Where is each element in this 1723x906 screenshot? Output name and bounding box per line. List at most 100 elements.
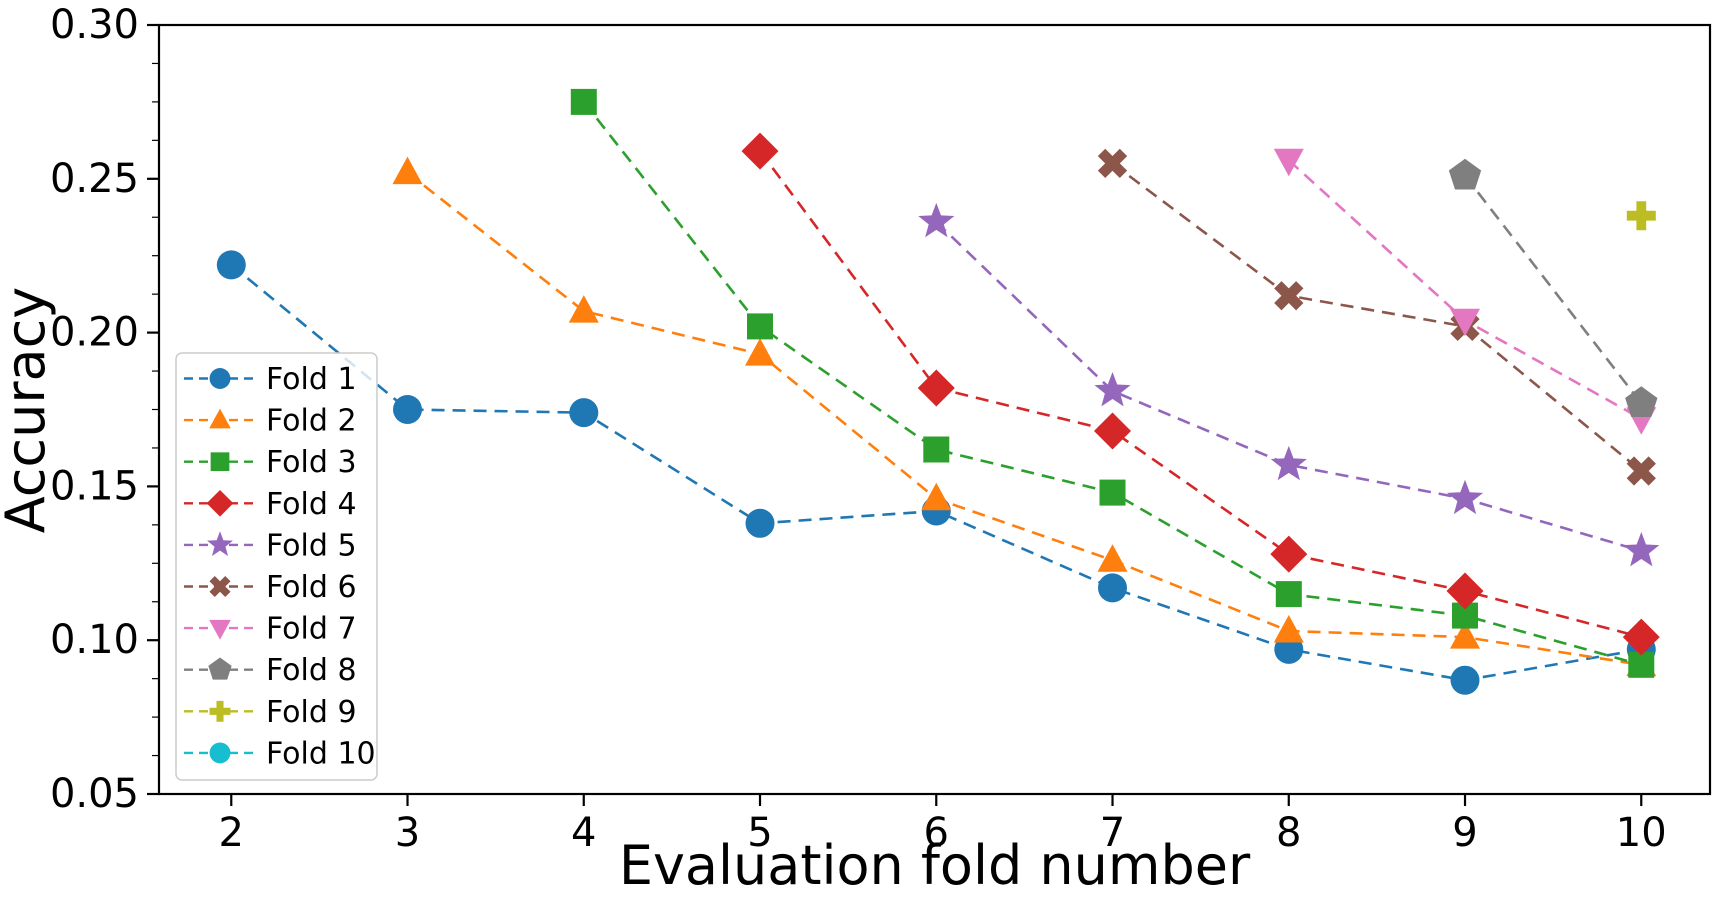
data-point-marker xyxy=(921,482,952,511)
y-tick-label: 0.15 xyxy=(50,463,139,509)
data-point-marker xyxy=(1097,544,1128,572)
legend-item-label: Fold 6 xyxy=(266,570,357,605)
data-point-marker xyxy=(1628,651,1655,678)
data-point-marker xyxy=(923,436,950,463)
data-point-marker xyxy=(1622,618,1660,656)
y-tick-label: 0.10 xyxy=(50,617,139,663)
legend-item: Fold 9 xyxy=(184,695,357,730)
x-tick-label: 10 xyxy=(1616,810,1667,856)
legend-item-label: Fold 5 xyxy=(266,528,357,563)
legend-item: Fold 7 xyxy=(184,612,357,647)
x-tick-label: 5 xyxy=(747,810,772,856)
legend-item-label: Fold 9 xyxy=(266,695,357,730)
series-line xyxy=(935,220,1642,553)
legend-item: Fold 3 xyxy=(184,445,357,480)
data-point-marker xyxy=(392,156,423,185)
data-point-marker xyxy=(1274,281,1304,311)
x-tick-label: 3 xyxy=(395,810,420,856)
legend-item-label: Fold 8 xyxy=(266,653,357,688)
data-point-marker xyxy=(745,338,775,366)
data-point-marker xyxy=(569,398,599,428)
data-point-marker xyxy=(1099,479,1126,506)
legend-item-label: Fold 3 xyxy=(266,445,357,480)
plot-series xyxy=(216,88,1660,695)
data-point-marker xyxy=(1275,581,1302,608)
series-line xyxy=(406,171,1642,667)
legend-item: Fold 4 xyxy=(184,487,357,522)
data-point-marker xyxy=(917,369,955,407)
data-point-marker xyxy=(1273,615,1304,643)
data-point-marker xyxy=(393,395,422,424)
data-point-marker xyxy=(1626,201,1656,231)
x-axis-label: Evaluation fold number xyxy=(619,834,1251,897)
legend-item-label: Fold 4 xyxy=(266,487,357,522)
legend-item: Fold 10 xyxy=(184,736,376,771)
legend-item: Fold 8 xyxy=(184,653,357,688)
x-tick-label: 4 xyxy=(571,810,596,856)
data-point-marker xyxy=(1270,535,1308,573)
legend-marker-pentagon xyxy=(208,657,232,680)
legend-item-label: Fold 2 xyxy=(266,404,357,439)
data-point-marker xyxy=(745,508,775,538)
series-fold-3 xyxy=(570,88,1655,678)
data-point-marker xyxy=(1450,621,1480,649)
data-point-marker xyxy=(568,295,599,323)
data-point-marker xyxy=(1273,148,1304,177)
data-point-marker xyxy=(1098,573,1127,603)
legend-marker-plus_filled xyxy=(209,700,231,722)
series-line xyxy=(1287,159,1642,420)
series-fold-7 xyxy=(1273,148,1657,435)
data-point-marker xyxy=(1450,308,1480,337)
axis-ticks: 2 3 4 5 6 7 8 9 10 0.05 0.10 0.15 0.20 0.25 0.30 xyxy=(50,2,1667,856)
data-point-marker xyxy=(1448,158,1482,190)
legend-marker-x_filled xyxy=(209,575,231,598)
legend-marker-circle xyxy=(209,368,231,389)
series-fold-8 xyxy=(1448,158,1658,418)
data-point-marker xyxy=(1270,445,1307,481)
data-point-marker xyxy=(918,202,955,238)
y-tick-label: 0.30 xyxy=(50,2,139,48)
y-tick-label: 0.25 xyxy=(50,156,139,202)
series-line xyxy=(1111,162,1643,473)
series-fold-6 xyxy=(1097,148,1656,486)
legend-item: Fold 5 xyxy=(184,528,357,563)
legend-marker-diamond xyxy=(206,489,234,517)
data-point-marker xyxy=(1625,386,1658,418)
y-tick-label: 0.05 xyxy=(50,771,139,817)
legend-item-label: Fold 1 xyxy=(266,362,357,397)
legend-marker-circle xyxy=(209,742,231,764)
data-point-marker xyxy=(570,88,597,115)
series-line xyxy=(230,263,1642,682)
y-axis-label: Accuracy xyxy=(0,287,57,534)
y-tick-label: 0.20 xyxy=(50,310,139,356)
data-point-marker xyxy=(1446,479,1484,515)
legend-item: Fold 6 xyxy=(184,570,357,605)
series-fold-1 xyxy=(216,250,1656,695)
data-point-marker xyxy=(1097,148,1128,179)
legend-marker-star xyxy=(206,531,234,556)
data-point-marker xyxy=(216,250,246,280)
data-point-marker xyxy=(1623,532,1660,567)
x-tick-label: 7 xyxy=(1100,810,1125,856)
data-point-marker xyxy=(741,132,779,170)
legend: Fold 1 Fold 2 Fold 3 Fold 4 Fold 5 Fold 6 Fold… xyxy=(175,352,378,781)
legend-item-label: Fold 10 xyxy=(266,736,376,771)
x-tick-label: 6 xyxy=(924,810,949,856)
legend-item: Fold 1 xyxy=(184,362,357,397)
legend-marker-triangle_down xyxy=(209,619,231,640)
legend-marker-triangle_up xyxy=(209,408,231,429)
legend-item-label: Fold 7 xyxy=(266,612,357,647)
data-point-marker xyxy=(1094,412,1131,450)
series-fold-9 xyxy=(1626,201,1656,231)
x-tick-label: 2 xyxy=(219,810,244,856)
data-point-marker xyxy=(1094,372,1131,407)
data-point-marker xyxy=(1626,456,1656,486)
data-point-marker xyxy=(1446,572,1484,610)
legend-marker-square xyxy=(210,452,230,472)
series-line xyxy=(1463,174,1643,405)
series-fold-5 xyxy=(918,202,1660,567)
x-tick-label: 9 xyxy=(1452,810,1477,856)
legend-item: Fold 2 xyxy=(184,404,357,439)
